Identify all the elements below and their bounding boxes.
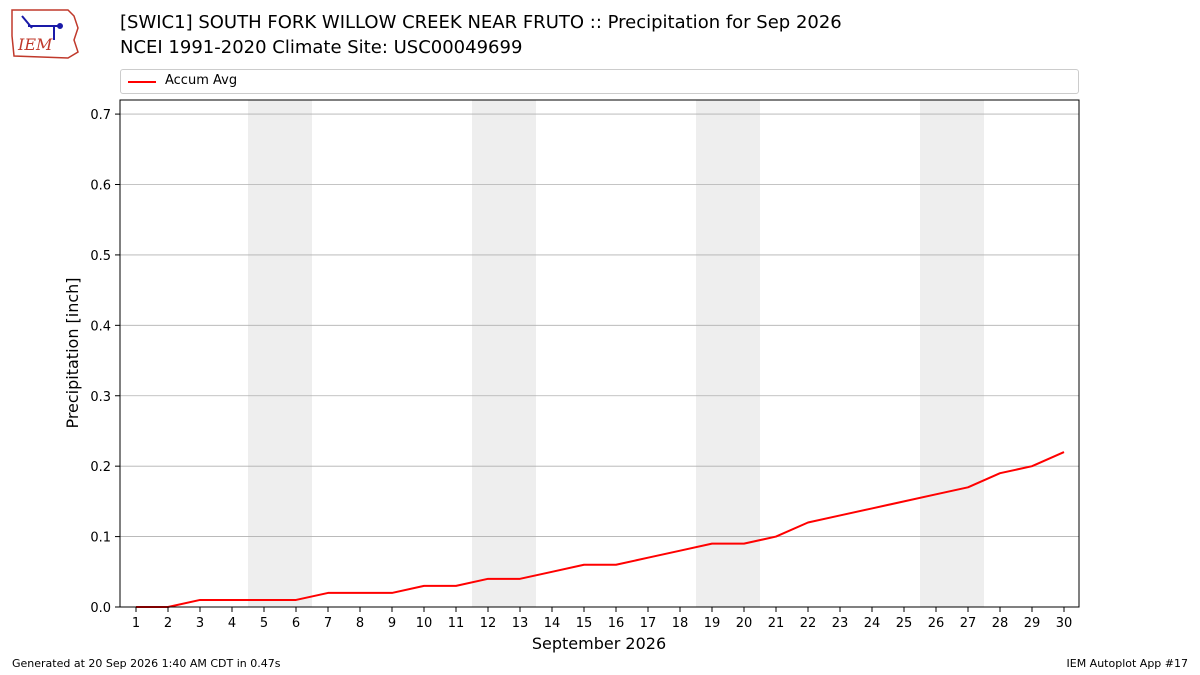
x-tick-label: 1: [132, 616, 140, 631]
weekend-band: [248, 100, 312, 607]
x-tick-label: 17: [640, 616, 657, 631]
y-axis-label: Precipitation [inch]: [63, 277, 82, 428]
y-tick-label: 0.3: [90, 390, 111, 405]
y-tick-label: 0.4: [90, 319, 111, 334]
x-tick-label: 25: [896, 616, 913, 631]
x-tick-label: 15: [576, 616, 593, 631]
x-tick-label: 21: [768, 616, 785, 631]
x-tick-label: 5: [260, 616, 268, 631]
x-tick-label: 29: [1024, 616, 1041, 631]
x-tick-label: 28: [992, 616, 1009, 631]
x-tick-label: 7: [324, 616, 332, 631]
x-tick-label: 19: [704, 616, 721, 631]
y-tick-label: 0.6: [90, 179, 111, 194]
y-tick-label: 0.7: [90, 108, 111, 123]
x-tick-label: 22: [800, 616, 817, 631]
x-tick-label: 12: [480, 616, 497, 631]
x-tick-label: 9: [388, 616, 396, 631]
weather-station-icon: [21, 15, 63, 40]
x-tick-label: 30: [1056, 616, 1073, 631]
plot-area-frame: [119, 99, 1080, 608]
x-tick-label: 16: [608, 616, 625, 631]
x-tick-label: 8: [356, 616, 364, 631]
x-tick-label: 10: [416, 616, 433, 631]
x-tick-label: 2: [164, 616, 172, 631]
footer-generated-text: Generated at 20 Sep 2026 1:40 AM CDT in …: [12, 657, 281, 670]
iem-logo: IEM: [11, 9, 79, 59]
x-tick-label: 11: [448, 616, 465, 631]
y-tick-label: 0.1: [90, 531, 111, 546]
chart-subtitle: NCEI 1991-2020 Climate Site: USC00049699: [120, 37, 523, 58]
x-tick-label: 27: [960, 616, 977, 631]
x-axis-label: September 2026: [532, 634, 666, 653]
x-tick-label: 23: [832, 616, 849, 631]
iowa-state-outline: [11, 9, 79, 59]
series-line-accum-avg: [136, 451, 1065, 608]
weekend-band: [472, 100, 536, 607]
x-tick-label: 24: [864, 616, 881, 631]
chart-title: [SWIC1] SOUTH FORK WILLOW CREEK NEAR FRU…: [120, 12, 842, 33]
legend-label-accum-avg: Accum Avg: [165, 73, 238, 88]
x-tick-label: 18: [672, 616, 689, 631]
weekend-band: [920, 100, 984, 607]
y-tick-label: 0.5: [90, 249, 111, 264]
x-tick-label: 4: [228, 616, 236, 631]
x-tick-label: 14: [544, 616, 561, 631]
x-tick-label: 13: [512, 616, 529, 631]
x-tick-label: 6: [292, 616, 300, 631]
legend: Accum Avg: [120, 69, 1079, 94]
legend-swatch-accum-avg: [128, 81, 156, 83]
weekend-band: [696, 100, 760, 607]
y-tick-label: 0.2: [90, 460, 111, 475]
x-tick-label: 26: [928, 616, 945, 631]
x-tick-label: 3: [196, 616, 204, 631]
footer-app-text: IEM Autoplot App #17: [1066, 657, 1189, 670]
x-tick-label: 20: [736, 616, 753, 631]
y-tick-label: 0.0: [90, 601, 111, 616]
logo-text: IEM: [17, 35, 53, 54]
